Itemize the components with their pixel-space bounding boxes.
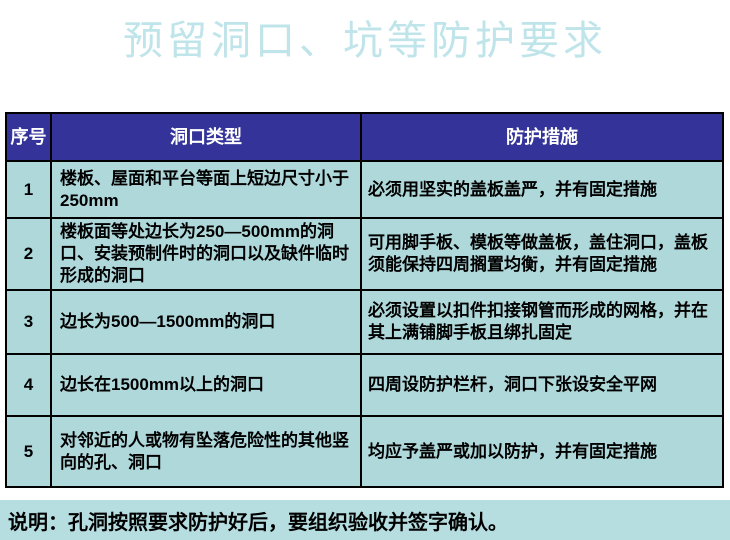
page-title: 预留洞口、坑等防护要求 — [123, 18, 607, 64]
opening-type-cell: 边长为500—1500mm的洞口 — [50, 289, 362, 355]
row-number: 4 — [5, 353, 52, 417]
column-header-number: 序号 — [5, 112, 52, 162]
table-header-row: 序号 洞口类型 防护措施 — [5, 112, 724, 162]
opening-type-cell: 楼板面等处边长为250—500mm的洞口、安装预制件时的洞口以及缺件临时形成的洞… — [50, 217, 362, 291]
table-row: 3 边长为500—1500mm的洞口 必须设置以扣件扣接钢管而形成的网格，并在其… — [5, 289, 724, 355]
opening-type-cell: 楼板、屋面和平台等面上短边尺寸小于250mm — [50, 160, 362, 219]
row-number: 5 — [5, 415, 52, 488]
protection-measure-cell: 可用脚手板、模板等做盖板，盖住洞口，盖板须能保持四周搁置均衡，并有固定措施 — [360, 217, 724, 291]
row-number: 1 — [5, 160, 52, 219]
opening-type-cell: 边长在1500mm以上的洞口 — [50, 353, 362, 417]
protection-measure-cell: 必须设置以扣件扣接钢管而形成的网格，并在其上满铺脚手板且绑扎固定 — [360, 289, 724, 355]
row-number: 3 — [5, 289, 52, 355]
protection-measure-cell: 必须用坚实的盖板盖严，并有固定措施 — [360, 160, 724, 219]
note-bar: 说明：孔洞按照要求防护好后，要组织验收并签字确认。 — [0, 500, 730, 540]
table-row: 2 楼板面等处边长为250—500mm的洞口、安装预制件时的洞口以及缺件临时形成… — [5, 217, 724, 291]
protection-measure-cell: 四周设防护栏杆，洞口下张设安全平网 — [360, 353, 724, 417]
table-row: 1 楼板、屋面和平台等面上短边尺寸小于250mm 必须用坚实的盖板盖严，并有固定… — [5, 160, 724, 219]
row-number: 2 — [5, 217, 52, 291]
column-header-protection-measure: 防护措施 — [360, 112, 724, 162]
table-row: 4 边长在1500mm以上的洞口 四周设防护栏杆，洞口下张设安全平网 — [5, 353, 724, 417]
protection-requirements-table: 序号 洞口类型 防护措施 1 楼板、屋面和平台等面上短边尺寸小于250mm 必须… — [5, 112, 724, 488]
column-header-opening-type: 洞口类型 — [50, 112, 362, 162]
table-row: 5 对邻近的人或物有坠落危险性的其他竖向的孔、洞口 均应予盖严或加以防护，并有固… — [5, 415, 724, 488]
protection-measure-cell: 均应予盖严或加以防护，并有固定措施 — [360, 415, 724, 488]
note-text: 说明：孔洞按照要求防护好后，要组织验收并签字确认。 — [8, 509, 508, 534]
opening-type-cell: 对邻近的人或物有坠落危险性的其他竖向的孔、洞口 — [50, 415, 362, 488]
